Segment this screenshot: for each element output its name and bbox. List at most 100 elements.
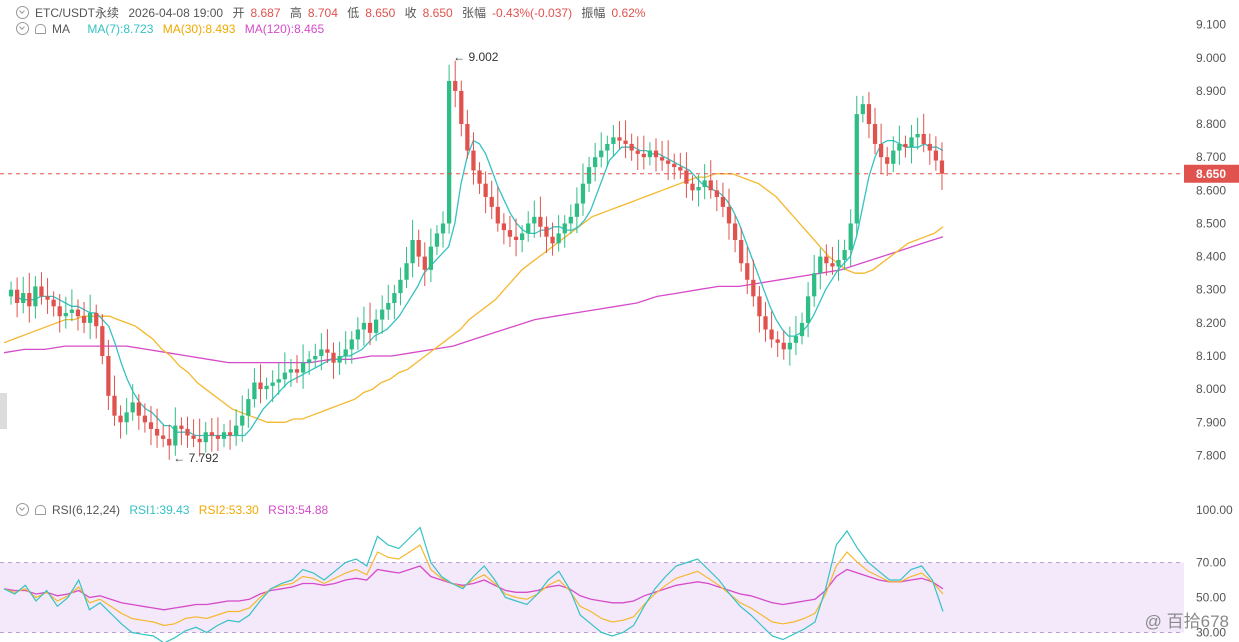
last-price-label: 8.650: [1196, 167, 1226, 181]
candle-body: [885, 157, 890, 164]
price-tick-label: 7.900: [1196, 415, 1226, 429]
open-label: 开: [232, 6, 245, 20]
candle-body: [191, 435, 196, 439]
candle-body: [465, 124, 470, 151]
candle-body: [751, 279, 756, 297]
candle-body: [179, 425, 184, 429]
ma-header: MA MA(7):8.723 MA(30):8.493 MA(120):8.46…: [16, 22, 330, 36]
ma-collapse-icon[interactable]: [16, 22, 29, 35]
alert-bell-icon[interactable]: [35, 24, 46, 34]
candle-body: [167, 438, 172, 446]
candle-body: [422, 256, 427, 270]
ma30-value: MA(30):8.493: [162, 22, 236, 36]
candle-body: [349, 339, 354, 350]
candle-body: [325, 349, 330, 353]
panel-drag-handle[interactable]: [0, 393, 7, 429]
candlestick-series: [8, 60, 945, 460]
rsi-panel: [0, 526, 1184, 642]
rsi-collapse-icon[interactable]: [16, 503, 29, 516]
candle-body: [836, 259, 841, 267]
candle-body: [106, 356, 111, 396]
price-markers: 8.650 ← 9.002 ← 7.792: [0, 50, 1239, 465]
candle-body: [891, 150, 896, 164]
collapse-toggle-icon[interactable]: [16, 6, 29, 19]
candle-body: [793, 336, 799, 343]
candle-body: [872, 124, 878, 144]
candle-body: [538, 216, 543, 227]
change-value: -0.43%(-0.037): [492, 6, 573, 20]
ma-label: MA: [52, 22, 70, 36]
candle-body: [909, 137, 914, 148]
candle-body: [45, 296, 50, 300]
high-label: 高: [289, 6, 302, 20]
candle-body: [300, 362, 306, 373]
ma120-line: [3, 236, 944, 364]
candle-body: [331, 352, 336, 363]
candle-body: [520, 233, 525, 241]
candle-body: [897, 143, 902, 151]
price-axis: 9.100 9.000 8.900 8.800 8.700 8.600 8.500 8.400…: [1196, 18, 1226, 463]
candle-body: [812, 273, 817, 297]
candle-body: [763, 316, 768, 330]
candle-body: [672, 163, 677, 168]
candle-body: [714, 190, 719, 197]
low-marker-label: ← 7.792: [173, 451, 219, 465]
candle-body: [453, 80, 458, 91]
candle-body: [246, 399, 251, 416]
candle-body: [63, 312, 68, 317]
price-tick-label: 8.400: [1196, 250, 1226, 264]
rsi-tick-label: 70.00: [1196, 556, 1226, 570]
candle-body: [197, 438, 202, 443]
watermark: @ 百拾678: [1144, 612, 1229, 631]
candle-body: [556, 233, 561, 244]
candle-body: [483, 183, 488, 197]
candle-body: [702, 180, 707, 188]
candle-body: [653, 150, 659, 158]
symbol-label: ETC/USDT永续: [35, 6, 120, 20]
candle-body: [781, 342, 786, 350]
candle-body: [690, 183, 695, 191]
candle-body: [355, 329, 360, 340]
candle-body: [593, 157, 598, 168]
candle-body: [307, 359, 312, 363]
rsi1-value: RSI1:39.43: [129, 503, 190, 517]
candle-body: [726, 206, 732, 224]
candle-body: [659, 157, 665, 161]
candle-body: [361, 322, 367, 330]
price-tick-label: 8.200: [1196, 316, 1226, 330]
candle-body: [21, 293, 26, 303]
candle-body: [635, 150, 640, 154]
candle-body: [33, 286, 38, 307]
rsi-tick-label: 30.00: [1196, 626, 1226, 640]
rsi1-line: [3, 526, 944, 642]
candle-body: [623, 140, 628, 144]
candle-body: [440, 223, 446, 234]
last-price-tag: [1184, 164, 1239, 183]
candle-body: [568, 216, 573, 224]
candle-body: [824, 256, 829, 264]
candle-body: [124, 412, 129, 423]
candle-body: [921, 133, 926, 144]
candle-body: [757, 296, 762, 317]
candle-body: [507, 230, 513, 237]
candle-body: [495, 206, 500, 224]
candle-body: [477, 170, 482, 184]
price-tick-label: 8.000: [1196, 382, 1226, 396]
open-value: 8.687: [250, 6, 281, 20]
ma7-line: [15, 139, 944, 437]
price-tick-label: 8.900: [1196, 84, 1226, 98]
candle-body: [367, 322, 373, 333]
candle-body: [81, 316, 87, 323]
candle-body: [410, 240, 415, 264]
candle-body: [933, 150, 939, 161]
moving-average-lines: [3, 139, 944, 437]
high-value: 8.704: [307, 6, 338, 20]
rsi-alert-bell-icon[interactable]: [35, 505, 46, 515]
change-label: 张幅: [462, 6, 487, 20]
high-marker-label: ← 9.002: [453, 50, 499, 64]
candle-body: [428, 246, 433, 270]
candle-body: [14, 289, 20, 303]
candle-body: [544, 226, 549, 237]
price-tick-label: 8.600: [1196, 183, 1226, 197]
